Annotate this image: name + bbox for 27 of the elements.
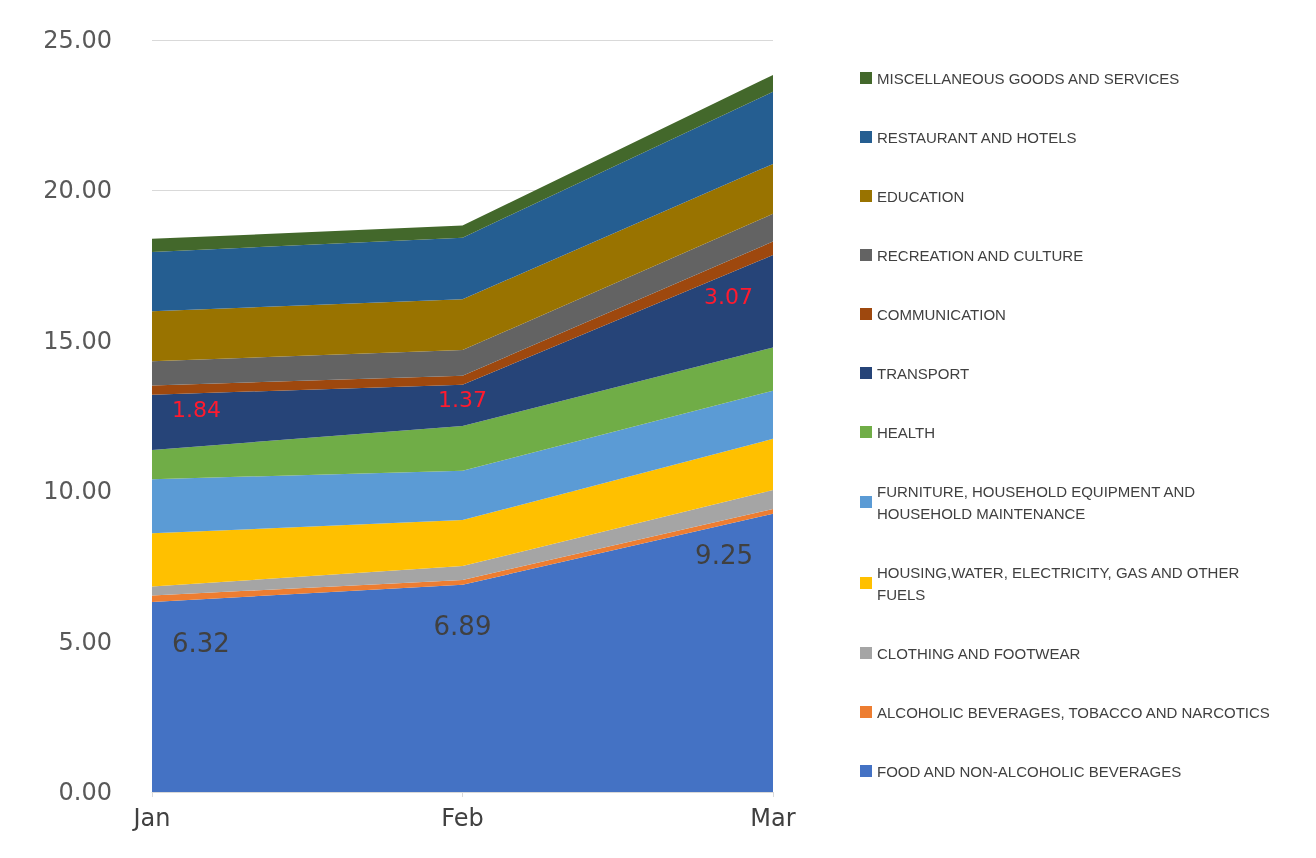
- y-tick-label: 0.00: [58, 778, 112, 806]
- y-tick-label: 10.00: [43, 477, 112, 506]
- legend-label: HEALTH: [877, 423, 936, 441]
- legend-label: RESTAURANT AND HOTELS: [877, 128, 1077, 146]
- legend-label: TRANSPORT: [877, 364, 970, 382]
- x-tick-label: Jan: [131, 804, 171, 832]
- y-tick-label: 5.00: [58, 627, 112, 656]
- legend-label: RECREATION AND CULTURE: [877, 246, 1084, 264]
- data-label: 6.32: [172, 627, 230, 658]
- legend-label: COMMUNICATION: [877, 305, 1006, 323]
- legend-label: FURNITURE, HOUSEHOLD EQUIPMENT AND HOUSEHOLD MAINTENANCE: [877, 482, 1200, 522]
- legend-label: MISCELLANEOUS GOODS AND SERVICES: [877, 69, 1180, 87]
- data-label: 9.25: [695, 539, 753, 570]
- y-tick-label: 15.00: [43, 326, 112, 355]
- legend-label: CLOTHING AND FOOTWEAR: [877, 644, 1081, 662]
- legend-label: ALCOHOLIC BEVERAGES, TOBACCO AND NARCOTICS: [877, 703, 1270, 721]
- legend-label: HOUSING,WATER, ELECTRICITY, GAS AND OTHER FUELS: [877, 563, 1244, 603]
- x-tick-label: Feb: [441, 804, 484, 832]
- legend-label: EDUCATION: [877, 187, 965, 205]
- data-label: 1.84: [172, 397, 221, 423]
- data-label: 6.89: [433, 610, 492, 641]
- y-tick-label: 20.00: [43, 176, 112, 205]
- data-label: 1.37: [438, 387, 487, 413]
- y-tick-label: 25.00: [43, 26, 112, 54]
- legend-label: FOOD AND NON-ALCOHOLIC BEVERAGES: [877, 762, 1182, 780]
- x-tick-label: Mar: [750, 804, 796, 832]
- data-label: 3.07: [704, 283, 753, 309]
